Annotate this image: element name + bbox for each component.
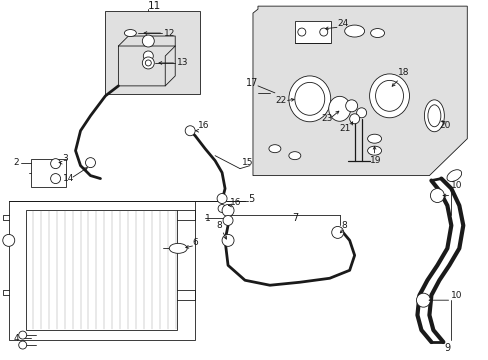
Circle shape <box>218 204 225 212</box>
Ellipse shape <box>427 105 440 127</box>
Circle shape <box>297 28 305 36</box>
Circle shape <box>3 234 15 246</box>
Circle shape <box>222 234 234 246</box>
Circle shape <box>416 293 429 307</box>
Circle shape <box>19 331 27 339</box>
Text: 13: 13 <box>177 58 188 67</box>
Text: 23: 23 <box>321 114 332 123</box>
Circle shape <box>217 194 226 203</box>
Circle shape <box>143 51 153 61</box>
Circle shape <box>319 28 327 36</box>
Circle shape <box>185 126 195 136</box>
Text: 10: 10 <box>450 181 462 190</box>
Ellipse shape <box>369 74 408 118</box>
Text: 20: 20 <box>439 121 450 130</box>
Text: 22: 22 <box>274 96 285 105</box>
Ellipse shape <box>424 100 444 132</box>
Ellipse shape <box>328 96 350 121</box>
Text: 12: 12 <box>164 28 175 37</box>
Polygon shape <box>252 6 467 176</box>
Text: 15: 15 <box>242 158 253 167</box>
Ellipse shape <box>294 82 324 115</box>
Text: 10: 10 <box>450 291 462 300</box>
Text: 21: 21 <box>339 124 350 133</box>
Circle shape <box>19 341 27 349</box>
Text: 24: 24 <box>337 19 348 28</box>
Circle shape <box>331 226 343 238</box>
Text: 3: 3 <box>62 154 68 163</box>
Text: 7: 7 <box>291 213 298 224</box>
Text: 2: 2 <box>13 158 19 167</box>
Circle shape <box>51 159 61 168</box>
Bar <box>294 21 330 43</box>
Circle shape <box>356 108 366 118</box>
Text: 17: 17 <box>245 78 258 88</box>
Circle shape <box>349 114 359 124</box>
Ellipse shape <box>367 146 381 155</box>
Text: 4: 4 <box>13 334 19 343</box>
Text: 9: 9 <box>444 343 449 353</box>
Ellipse shape <box>370 28 384 37</box>
Text: 1: 1 <box>204 214 210 223</box>
Circle shape <box>142 35 154 47</box>
Ellipse shape <box>288 152 300 159</box>
Bar <box>9 201 195 340</box>
Circle shape <box>223 216 233 225</box>
Circle shape <box>51 174 61 184</box>
Bar <box>105 11 200 94</box>
Circle shape <box>345 100 357 112</box>
Circle shape <box>142 57 154 69</box>
Circle shape <box>85 158 95 168</box>
Ellipse shape <box>169 243 187 253</box>
Ellipse shape <box>124 30 136 36</box>
Text: 11: 11 <box>148 1 161 11</box>
Ellipse shape <box>375 80 403 111</box>
Text: 18: 18 <box>397 68 408 77</box>
Text: 16: 16 <box>229 198 241 207</box>
Text: 14: 14 <box>62 174 74 183</box>
Ellipse shape <box>344 25 364 37</box>
Ellipse shape <box>288 76 330 122</box>
Ellipse shape <box>268 145 280 153</box>
Text: 19: 19 <box>369 156 380 165</box>
Circle shape <box>222 204 234 216</box>
Text: 16: 16 <box>198 121 209 130</box>
Bar <box>26 211 177 330</box>
Text: 8: 8 <box>216 221 222 230</box>
Circle shape <box>429 189 444 203</box>
Text: 6: 6 <box>192 238 198 247</box>
Ellipse shape <box>367 134 381 143</box>
Circle shape <box>145 60 151 66</box>
Ellipse shape <box>446 170 461 181</box>
Text: 8: 8 <box>341 221 347 230</box>
Text: 5: 5 <box>247 194 254 203</box>
Bar <box>31 159 65 186</box>
